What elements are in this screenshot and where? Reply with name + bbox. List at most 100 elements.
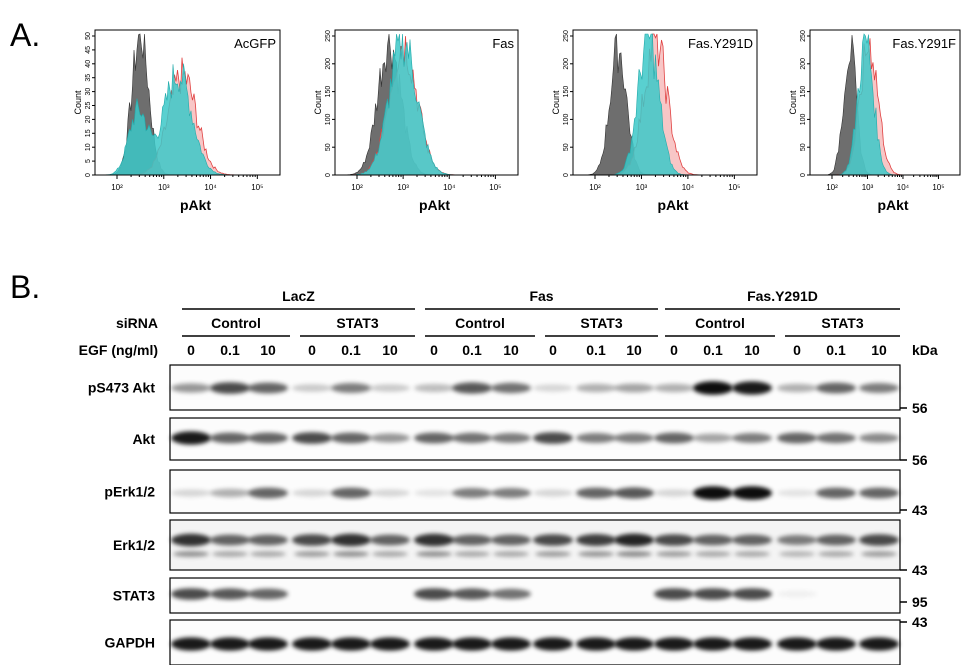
egf-dose: 0 [308, 342, 316, 358]
egf-dose: 10 [626, 342, 642, 358]
band [292, 534, 332, 546]
band [693, 433, 733, 443]
band [171, 431, 211, 445]
band [250, 551, 286, 557]
group-label: Fas.Y291D [747, 288, 818, 304]
row-label: GAPDH [104, 635, 155, 651]
group-label: LacZ [282, 288, 315, 304]
band [210, 534, 250, 546]
band [777, 637, 817, 651]
x-tick-label: 10³ [397, 183, 409, 192]
x-tick-label: 10⁵ [489, 183, 501, 192]
y-tick-label: 0 [325, 173, 332, 177]
band [614, 637, 654, 651]
band [372, 551, 408, 557]
egf-dose: 10 [744, 342, 760, 358]
band [693, 637, 733, 651]
band [859, 637, 899, 651]
egf-dose: 0 [549, 342, 557, 358]
histogram-cyan [335, 33, 518, 176]
sirna-label: STAT3 [336, 315, 378, 331]
y-tick-label: 5 [85, 159, 92, 163]
band [171, 383, 211, 393]
band [414, 588, 454, 600]
row-header: EGF (ng/ml) [79, 342, 158, 358]
y-tick-label: 35 [85, 74, 92, 82]
y-tick-label: 50 [85, 32, 92, 40]
y-tick-label: 50 [325, 143, 332, 151]
band [210, 588, 250, 600]
y-axis-label: Count [551, 90, 561, 115]
band [370, 384, 410, 392]
band [576, 534, 616, 546]
egf-dose: 0.1 [703, 342, 723, 358]
band [614, 383, 654, 393]
band [292, 384, 332, 392]
band [614, 487, 654, 499]
egf-dose: 10 [260, 342, 276, 358]
band [654, 534, 694, 546]
histogram-frame [572, 29, 758, 176]
band [616, 551, 652, 557]
egf-dose: 0.1 [826, 342, 846, 358]
band [576, 637, 616, 651]
band [452, 588, 492, 600]
band [491, 488, 531, 498]
sirna-label: Control [455, 315, 505, 331]
row-label: Akt [132, 431, 155, 447]
band [248, 432, 288, 444]
histogram-legend: Fas [492, 36, 514, 51]
band [292, 489, 332, 497]
band [452, 432, 492, 444]
x-tick-label: 10³ [158, 183, 170, 192]
band [414, 637, 454, 651]
band [859, 534, 899, 546]
x-tick-label: 10⁵ [728, 183, 740, 192]
band [491, 433, 531, 443]
marker-label: 56 [912, 452, 928, 468]
band [248, 637, 288, 651]
band [732, 637, 772, 651]
unit-label: kDa [912, 342, 938, 358]
band [248, 534, 288, 546]
sirna-label: Control [211, 315, 261, 331]
x-tick-label: 10² [351, 183, 363, 192]
egf-dose: 0.1 [586, 342, 606, 358]
histogram-frame [94, 29, 281, 176]
histogram-legend: Fas.Y291F [892, 36, 956, 51]
x-axis-label: pAkt [180, 197, 211, 213]
band [414, 533, 454, 547]
y-tick-label: 0 [800, 173, 807, 177]
band [656, 551, 692, 557]
histogram-legend: AcGFP [234, 36, 276, 51]
y-tick-label: 40 [85, 60, 92, 68]
x-axis-label: pAkt [877, 197, 908, 213]
egf-dose: 10 [503, 342, 519, 358]
x-axis-label: pAkt [657, 197, 688, 213]
band [171, 637, 211, 651]
egf-dose: 0 [430, 342, 438, 358]
band [816, 382, 856, 394]
band [370, 637, 410, 651]
row-label: pErk1/2 [104, 484, 155, 500]
band [614, 533, 654, 547]
band [533, 489, 573, 497]
y-tick-label: 10 [85, 143, 92, 151]
band [331, 487, 371, 499]
egf-dose: 0.1 [220, 342, 240, 358]
row-label: STAT3 [113, 588, 155, 604]
egf-dose: 10 [871, 342, 887, 358]
y-tick-label: 30 [85, 88, 92, 96]
band [331, 432, 371, 444]
band [452, 534, 492, 546]
band [210, 488, 250, 498]
band [331, 533, 371, 547]
x-tick-label: 10⁴ [897, 183, 910, 192]
y-tick-label: 50 [800, 143, 807, 151]
band [734, 551, 770, 557]
histogram-red [810, 38, 960, 176]
band [859, 383, 899, 393]
egf-dose: 0 [187, 342, 195, 358]
band [491, 637, 531, 651]
